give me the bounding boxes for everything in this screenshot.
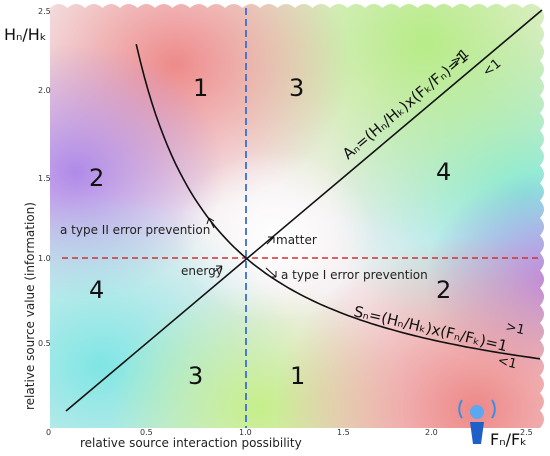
y-axis-symbol: Hₙ/Hₖ — [4, 25, 47, 44]
region-2-left: 2 — [89, 164, 104, 192]
region-4-left: 4 — [89, 276, 104, 304]
y-tick-0: 0.5 — [38, 339, 51, 348]
y-tick-3: 2.0 — [38, 86, 51, 95]
a-line — [65, 9, 543, 412]
region-4-right: 4 — [436, 158, 451, 186]
y-tick-labels: 0.5 1.0 1.5 2.0 2.5 — [38, 7, 51, 348]
x-tick-2: 1.0 — [239, 428, 252, 437]
arrow-type2 — [206, 217, 215, 229]
x-tick-labels: 0 0.5 1.0 1.5 2.0 2.5 — [46, 428, 533, 437]
region-1-top-left: 1 — [193, 74, 208, 102]
arrow-energy — [213, 265, 223, 273]
region-3-top-right: 3 — [289, 74, 304, 102]
arrow-type1 — [265, 267, 277, 278]
y-axis-label: relative source value (information) — [23, 202, 37, 410]
arrow-matter — [266, 236, 275, 245]
energy-label: energy — [181, 264, 223, 278]
type1-label: a type I error prevention — [281, 268, 428, 282]
x-tick-5: 2.5 — [520, 428, 533, 437]
matter-label: matter — [276, 233, 317, 247]
person-signal-icon — [458, 399, 496, 444]
y-tick-4: 2.5 — [38, 7, 51, 16]
s-lt-label: <1 — [496, 353, 518, 372]
x-axis-symbol: Fₙ/Fₖ — [490, 430, 527, 449]
x-axis-label: relative source interaction possibility — [80, 436, 302, 450]
x-tick-3: 1.5 — [337, 428, 350, 437]
region-2-right: 2 — [436, 276, 451, 304]
region-3-bottom-left: 3 — [188, 362, 203, 390]
x-tick-4: 2.0 — [425, 428, 438, 437]
x-tick-1: 0.5 — [140, 428, 153, 437]
y-tick-1: 1.0 — [38, 254, 51, 263]
region-1-bottom-right: 1 — [290, 362, 305, 390]
x-tick-0: 0 — [46, 428, 51, 437]
s-gt-label: >1 — [504, 319, 526, 338]
type2-label: a type II error prevention — [60, 223, 210, 237]
s-curve — [135, 44, 541, 360]
region-numbers: 1 3 2 4 4 2 3 1 — [89, 74, 451, 390]
y-tick-2: 1.5 — [38, 174, 51, 183]
